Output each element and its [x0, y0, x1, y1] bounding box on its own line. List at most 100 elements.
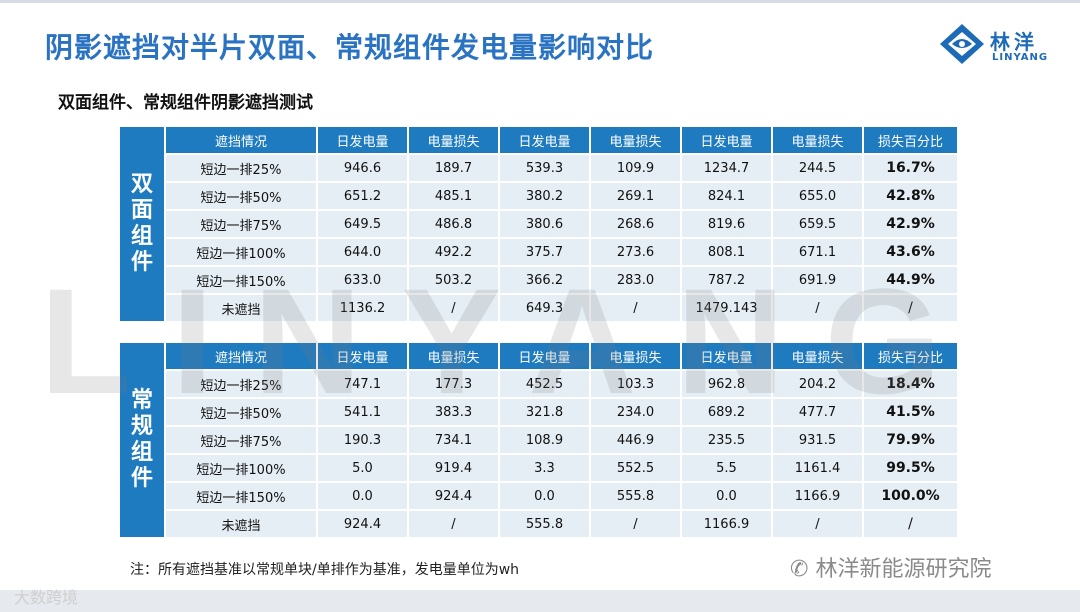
column-header: 电量损失 — [409, 127, 498, 153]
top-divider — [0, 0, 1080, 3]
value-cell: 3.3 — [500, 455, 589, 481]
side-label-char: 双 — [130, 172, 153, 197]
company-logo: 林洋 LINYANG — [938, 22, 1063, 70]
value-cell: 190.3 — [318, 427, 407, 453]
value-cell: 380.6 — [500, 211, 589, 237]
row-label: 未遮挡 — [166, 295, 316, 321]
value-cell: 919.4 — [409, 455, 498, 481]
side-label-char: 规 — [130, 414, 153, 439]
row-label: 短边一排75% — [166, 211, 316, 237]
row-label: 短边一排50% — [166, 399, 316, 425]
side-label-char: 件 — [130, 250, 153, 275]
loss-percent-cell: 99.5% — [864, 455, 957, 481]
row-label: 短边一排100% — [166, 239, 316, 265]
value-cell: / — [773, 295, 862, 321]
column-header: 遮挡情况 — [166, 343, 316, 369]
value-cell: 946.6 — [318, 155, 407, 181]
value-cell: 747.1 — [318, 371, 407, 397]
header-row: 常规组件遮挡情况 日发电量 电量损失 日发电量 电量损失 日发电量 电量损失 损失百分比 — [120, 343, 957, 537]
value-cell: / — [591, 295, 680, 321]
column-header: 电量损失 — [591, 343, 680, 369]
value-cell: 0.0 — [500, 483, 589, 509]
value-cell: 824.1 — [682, 183, 771, 209]
table-row: 短边一排100% 644.0 492.2 375.7 273.6 808.1 671.1 43… — [120, 239, 957, 265]
table-row: 短边一排150% 0.0 924.4 0.0 555.8 0.0 1166.9 100.0% — [120, 483, 957, 509]
value-cell: 924.4 — [318, 511, 407, 537]
column-header: 日发电量 — [500, 127, 589, 153]
footer-left-mark: 大数跨境 — [14, 588, 79, 607]
wechat-icon: ✆ — [790, 557, 809, 582]
column-header: 损失百分比 — [864, 127, 957, 153]
table-row: 短边一排150% 633.0 503.2 366.2 283.0 787.2 691.9 44… — [120, 267, 957, 293]
loss-percent-cell: 16.7% — [864, 155, 957, 181]
table-row: 未遮挡 1136.2/649.3/1479.143// — [120, 295, 957, 321]
value-cell: 234.0 — [591, 399, 680, 425]
side-label-char: 常 — [130, 388, 153, 413]
footer-bar — [0, 590, 1080, 612]
logo-name: 林洋 — [990, 30, 1038, 54]
row-label: 短边一排25% — [166, 155, 316, 181]
column-header: 电量损失 — [773, 343, 862, 369]
value-cell: 651.2 — [318, 183, 407, 209]
value-cell: 659.5 — [773, 211, 862, 237]
value-cell: 1161.4 — [773, 455, 862, 481]
value-cell: / — [591, 511, 680, 537]
value-cell: 671.1 — [773, 239, 862, 265]
column-header: 日发电量 — [682, 343, 771, 369]
value-cell: 539.3 — [500, 155, 589, 181]
value-cell: 819.6 — [682, 211, 771, 237]
value-cell: 808.1 — [682, 239, 771, 265]
logo-sub: LINYANG — [992, 52, 1049, 63]
value-cell: 5.0 — [318, 455, 407, 481]
conventional-table: 常规组件遮挡情况 日发电量 电量损失 日发电量 电量损失 日发电量 电量损失 损失百分比 短边一… — [118, 341, 959, 539]
loss-percent-cell: 18.4% — [864, 371, 957, 397]
value-cell: 5.5 — [682, 455, 771, 481]
value-cell: 204.2 — [773, 371, 862, 397]
value-cell: 1166.9 — [773, 483, 862, 509]
side-label-char: 组 — [130, 224, 153, 249]
column-header: 电量损失 — [409, 343, 498, 369]
loss-percent-cell: 79.9% — [864, 427, 957, 453]
footer-right-text: 林洋新能源研究院 — [815, 557, 992, 582]
value-cell: 649.5 — [318, 211, 407, 237]
page-title: 阴影遮挡对半片双面、常规组件发电量影响对比 — [45, 31, 655, 64]
column-header: 日发电量 — [500, 343, 589, 369]
value-cell: / — [409, 295, 498, 321]
side-label-char: 件 — [130, 466, 153, 491]
table-row: 短边一排25% 747.1 177.3 452.5 103.3 962.8 204.2 18.… — [120, 371, 957, 397]
value-cell: 649.3 — [500, 295, 589, 321]
table-row: 短边一排100% 5.0 919.4 3.3 552.5 5.5 1161.4 99.5% — [120, 455, 957, 481]
value-cell: 1479.143 — [682, 295, 771, 321]
row-label: 短边一排150% — [166, 483, 316, 509]
value-cell: 962.8 — [682, 371, 771, 397]
value-cell: 486.8 — [409, 211, 498, 237]
value-cell: 0.0 — [682, 483, 771, 509]
row-label: 短边一排50% — [166, 183, 316, 209]
row-label: 短边一排100% — [166, 455, 316, 481]
value-cell: 109.9 — [591, 155, 680, 181]
value-cell: 375.7 — [500, 239, 589, 265]
value-cell: 1166.9 — [682, 511, 771, 537]
loss-percent-cell: / — [864, 511, 957, 537]
row-label: 未遮挡 — [166, 511, 316, 537]
value-cell: 931.5 — [773, 427, 862, 453]
value-cell: 452.5 — [500, 371, 589, 397]
value-cell: 273.6 — [591, 239, 680, 265]
value-cell: 244.5 — [773, 155, 862, 181]
value-cell: 321.8 — [500, 399, 589, 425]
loss-percent-cell: 43.6% — [864, 239, 957, 265]
side-label-char: 组 — [130, 440, 153, 465]
column-header: 日发电量 — [318, 127, 407, 153]
value-cell: / — [409, 511, 498, 537]
value-cell: 177.3 — [409, 371, 498, 397]
footnote: 注：所有遮挡基准以常规单块/单排作为基准，发电量单位为wh — [130, 562, 520, 578]
column-header: 日发电量 — [682, 127, 771, 153]
row-label: 短边一排75% — [166, 427, 316, 453]
value-cell: 924.4 — [409, 483, 498, 509]
row-label: 短边一排150% — [166, 267, 316, 293]
loss-percent-cell: 41.5% — [864, 399, 957, 425]
column-header: 电量损失 — [773, 127, 862, 153]
table-row: 短边一排75% 649.5 486.8 380.6 268.6 819.6 659.5 42.… — [120, 211, 957, 237]
value-cell: 108.9 — [500, 427, 589, 453]
value-cell: 689.2 — [682, 399, 771, 425]
